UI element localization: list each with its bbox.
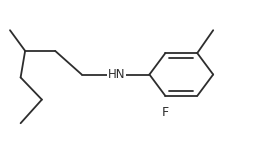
Text: F: F bbox=[162, 106, 169, 119]
Text: HN: HN bbox=[108, 68, 125, 81]
